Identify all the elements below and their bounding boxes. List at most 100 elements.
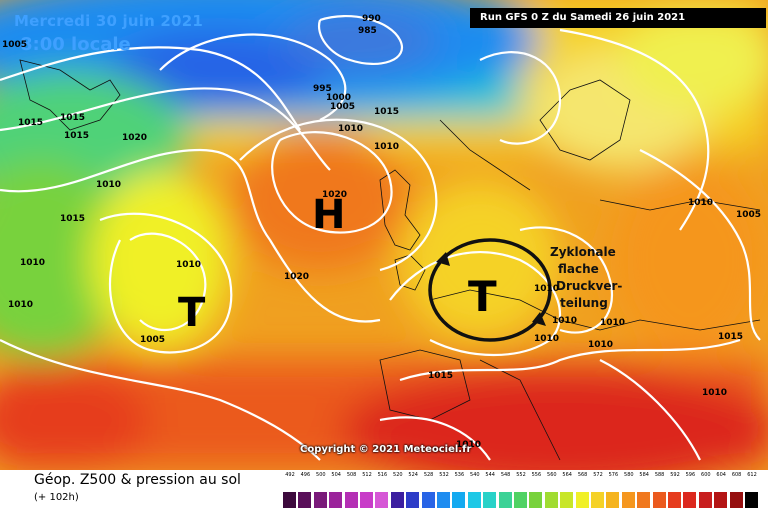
legend-label: 556	[529, 472, 543, 478]
legend-label: 536	[452, 472, 466, 478]
legend-label: 512	[360, 472, 374, 478]
legend-swatch	[576, 492, 589, 508]
legend-swatch	[391, 492, 404, 508]
isobar-label: 1005	[736, 210, 761, 220]
legend-label: 560	[545, 472, 559, 478]
map-title: Géop. Z500 & pression au sol	[34, 472, 241, 488]
legend-swatch	[483, 492, 496, 508]
isobar-label: 1015	[718, 332, 743, 342]
isobar-label: 1010	[374, 142, 399, 152]
legend-swatch	[529, 492, 542, 508]
legend-swatch	[499, 492, 512, 508]
legend-label: 504	[329, 472, 343, 478]
isobar-label: 1005	[2, 40, 27, 50]
legend-swatch	[329, 492, 342, 508]
isobar-label: 985	[358, 26, 377, 36]
forecast-offset: (+ 102h)	[34, 492, 79, 503]
annotation-line-1: Zyklonale	[550, 244, 616, 261]
legend-label: 576	[606, 472, 620, 478]
low-pressure-label-atlantic: T	[178, 290, 205, 336]
legend-swatch	[283, 492, 296, 508]
isobar-label: 990	[362, 14, 381, 24]
legend-swatch	[730, 492, 743, 508]
legend-label: 508	[345, 472, 359, 478]
geopotential-field	[0, 0, 768, 470]
legend-swatch	[406, 492, 419, 508]
legend-swatch	[298, 492, 311, 508]
legend-label: 584	[637, 472, 651, 478]
isobar-label: 1005	[140, 335, 165, 345]
legend-swatch	[437, 492, 450, 508]
legend-swatch	[314, 492, 327, 508]
legend-label: 604	[714, 472, 728, 478]
legend-swatch	[683, 492, 696, 508]
legend-swatch	[668, 492, 681, 508]
footer: Géop. Z500 & pression au sol (+ 102h) 49…	[0, 470, 768, 512]
legend-swatch	[360, 492, 373, 508]
legend-swatch	[606, 492, 619, 508]
copyright-notice: Copyright © 2021 Meteociel.fr	[300, 444, 471, 455]
isobar-label: 1010	[20, 258, 45, 268]
isobar-label: 1010	[552, 316, 577, 326]
legend-swatch	[745, 492, 758, 508]
isobar-label: 1015	[18, 118, 43, 128]
legend-swatch	[452, 492, 465, 508]
legend-label: 572	[591, 472, 605, 478]
legend-label: 532	[437, 472, 451, 478]
legend-label: 548	[499, 472, 513, 478]
legend-swatch	[637, 492, 650, 508]
isobar-label: 1010	[534, 284, 559, 294]
legend-label: 528	[422, 472, 436, 478]
isobar-label: 1010	[688, 198, 713, 208]
legend-label: 580	[622, 472, 636, 478]
isobar-label: 1020	[284, 272, 309, 282]
legend-label: 612	[745, 472, 759, 478]
isobar-label: 1010	[338, 124, 363, 134]
isobar-label: 1015	[60, 113, 85, 123]
legend-label: 600	[699, 472, 713, 478]
map-canvas	[0, 0, 768, 470]
legend-swatch	[714, 492, 727, 508]
isobar-label: 1005	[330, 102, 355, 112]
legend-swatch	[422, 492, 435, 508]
isobar-label: 1010	[588, 340, 613, 350]
isobar-label: 1015	[428, 371, 453, 381]
legend-swatch	[545, 492, 558, 508]
legend-label: 540	[468, 472, 482, 478]
legend-swatch	[699, 492, 712, 508]
annotation-line-3: Druckver-	[556, 278, 622, 295]
legend-label: 608	[730, 472, 744, 478]
legend-label: 564	[560, 472, 574, 478]
legend-label: 588	[653, 472, 667, 478]
legend-label: 552	[514, 472, 528, 478]
valid-time: 8:00 locale	[20, 34, 131, 55]
isobar-label: 1010	[702, 388, 727, 398]
legend-label: 516	[375, 472, 389, 478]
legend-swatch	[345, 492, 358, 508]
run-info: Run GFS 0 Z du Samedi 26 juin 2021	[470, 8, 766, 28]
isobar-label: 1010	[534, 334, 559, 344]
legend-swatch	[622, 492, 635, 508]
legend-swatch	[653, 492, 666, 508]
isobar-label: 1015	[64, 131, 89, 141]
legend-label: 500	[314, 472, 328, 478]
legend-swatch	[514, 492, 527, 508]
isobar-label: 1015	[60, 214, 85, 224]
legend-swatch	[468, 492, 481, 508]
annotation-line-4: teilung	[560, 295, 608, 312]
valid-date: Mercredi 30 juin 2021	[14, 12, 203, 30]
isobar-label: 1010	[176, 260, 201, 270]
low-pressure-label-europe: T	[468, 272, 497, 321]
legend-label: 524	[406, 472, 420, 478]
legend-label: 544	[483, 472, 497, 478]
legend-label: 596	[683, 472, 697, 478]
legend-label: 520	[391, 472, 405, 478]
isobar-label: 1010	[8, 300, 33, 310]
isobar-label: 1020	[122, 133, 147, 143]
legend-swatch	[591, 492, 604, 508]
legend-label: 492	[283, 472, 297, 478]
isobar-label: 1010	[96, 180, 121, 190]
legend-label: 592	[668, 472, 682, 478]
isobar-label: 1010	[600, 318, 625, 328]
